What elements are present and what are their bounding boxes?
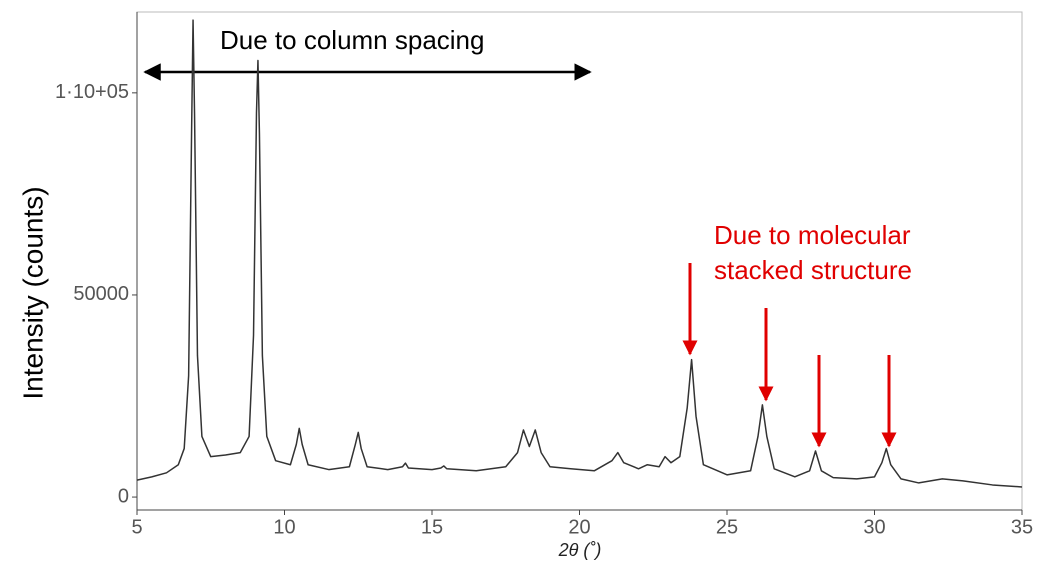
x-tick-label: 5 <box>131 516 142 538</box>
y-tick-label: 1·10+05 <box>55 81 129 103</box>
x-tick-label: 10 <box>273 516 295 538</box>
annotation: Due to column spacing <box>220 25 484 55</box>
y-tick-label: 50000 <box>73 283 129 305</box>
xrd-line <box>136 19 1023 488</box>
x-tick-label: 35 <box>1011 516 1033 538</box>
annotation: Due to molecular <box>714 220 911 250</box>
x-tick-label: 15 <box>421 516 443 538</box>
x-tick-label: 30 <box>863 516 885 538</box>
y-tick-label: 0 <box>118 485 129 507</box>
x-tick-label: 20 <box>568 516 590 538</box>
x-axis-label: 2θ (˚) <box>558 540 602 560</box>
annotation: stacked structure <box>714 255 912 285</box>
peak-arrows <box>682 263 897 448</box>
y-axis-label: Intensity (counts) <box>17 186 48 399</box>
x-tick-label: 25 <box>716 516 738 538</box>
